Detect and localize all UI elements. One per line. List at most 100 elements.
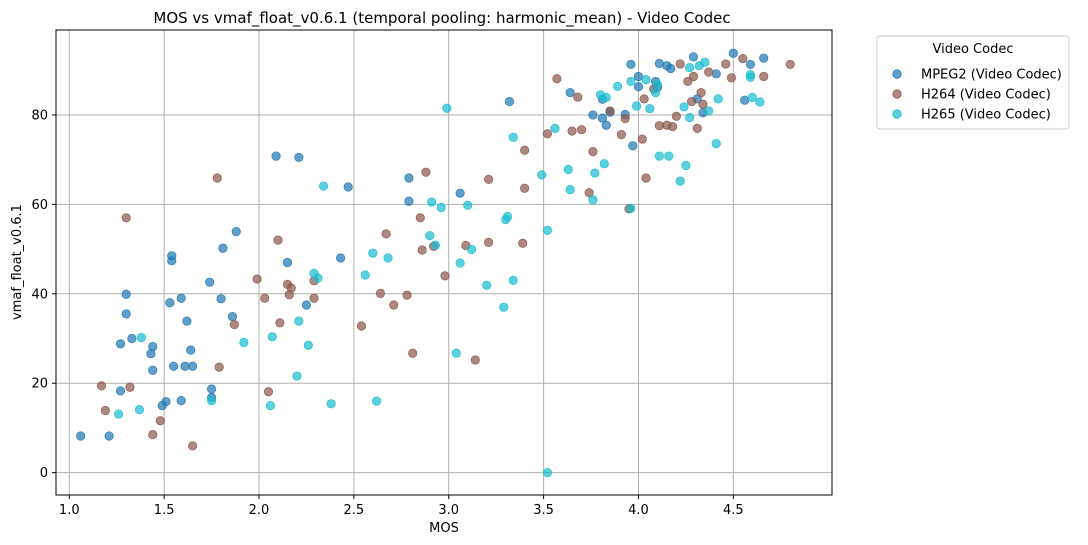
legend-marker [892, 89, 902, 99]
data-point [711, 69, 721, 79]
data-point [567, 126, 577, 136]
data-point [436, 202, 446, 213]
data-point [637, 134, 647, 144]
series-1 [96, 54, 795, 451]
data-point [415, 213, 425, 223]
data-point [161, 396, 171, 407]
data-point [508, 132, 518, 142]
data-point [542, 225, 553, 235]
data-point [713, 94, 723, 104]
data-point [565, 185, 575, 195]
x-tick-label: 2.5 [344, 503, 365, 518]
data-point [335, 253, 346, 263]
data-point [267, 332, 277, 342]
data-point [404, 173, 414, 183]
data-point [176, 293, 186, 303]
data-point [668, 121, 678, 132]
data-point [483, 174, 494, 184]
data-point [664, 151, 674, 161]
data-point [427, 197, 437, 207]
data-point [148, 365, 158, 375]
x-tick-label: 2.0 [249, 503, 270, 518]
data-point [301, 300, 312, 310]
data-point [641, 173, 651, 183]
data-point [588, 110, 598, 120]
series-2 [114, 57, 765, 478]
data-point [675, 176, 685, 186]
data-point [265, 400, 275, 411]
data-point [275, 318, 285, 328]
data-point [375, 288, 386, 298]
data-point [417, 245, 427, 255]
data-point [182, 316, 192, 326]
data-point [550, 123, 560, 133]
data-point [482, 280, 492, 290]
data-point [372, 396, 382, 406]
data-point [188, 441, 198, 451]
data-point [188, 361, 198, 371]
data-point [759, 53, 769, 63]
y-tick-label: 80 [31, 108, 48, 123]
data-point [318, 181, 329, 191]
data-point [679, 102, 689, 112]
data-point [309, 293, 319, 303]
data-point [518, 238, 528, 248]
data-point [155, 416, 165, 426]
data-point [470, 355, 480, 365]
data-point [711, 138, 721, 149]
data-point [616, 130, 627, 140]
legend-entry: H265 (Video Codec) [921, 108, 1051, 123]
x-tick-label: 3.0 [438, 503, 459, 518]
data-point [121, 309, 131, 319]
legend-entry: H264 (Video Codec) [921, 88, 1051, 103]
x-tick-label: 4.0 [628, 503, 649, 518]
data-point [605, 106, 615, 116]
x-tick-label: 1.0 [59, 503, 80, 518]
data-point [688, 71, 699, 82]
x-axis-label: MOS [429, 521, 459, 536]
data-point [451, 348, 461, 358]
data-point [685, 62, 695, 73]
data-point [326, 399, 336, 409]
data-point [121, 289, 131, 299]
y-tick-label: 40 [31, 287, 48, 302]
data-point [721, 59, 731, 69]
data-point [654, 58, 664, 69]
data-point [631, 101, 642, 111]
data-point [205, 277, 215, 287]
data-point [588, 147, 598, 157]
data-point [136, 333, 146, 343]
data-point [590, 168, 600, 178]
data-point [356, 321, 367, 331]
data-point [738, 54, 748, 64]
data-point [442, 103, 452, 113]
data-point [292, 371, 302, 381]
data-point [114, 409, 124, 419]
grid-lines [56, 30, 832, 495]
data-point [180, 361, 190, 371]
data-point [115, 339, 126, 349]
data-point [463, 200, 473, 210]
data-point [520, 183, 530, 193]
data-point [455, 258, 465, 268]
data-point [645, 104, 655, 114]
data-point [455, 188, 465, 198]
data-point [573, 92, 583, 102]
data-point [214, 362, 224, 372]
y-axis-label: vmaf_float_v0.6.1 [10, 204, 25, 320]
data-point [286, 283, 296, 293]
data-point [537, 170, 547, 180]
data-point [654, 151, 664, 161]
data-point [408, 348, 418, 358]
x-tick-label: 4.5 [723, 503, 744, 518]
data-point [271, 151, 281, 161]
y-tick-label: 20 [31, 377, 48, 392]
data-point [628, 141, 638, 151]
data-point [466, 244, 477, 255]
legend-box [876, 35, 1070, 130]
data-point [650, 88, 661, 98]
data-point [654, 121, 664, 131]
legend: Video Codec MPEG2 (Video Codec) H264 (Vid… [876, 35, 1070, 130]
data-point [125, 382, 135, 392]
